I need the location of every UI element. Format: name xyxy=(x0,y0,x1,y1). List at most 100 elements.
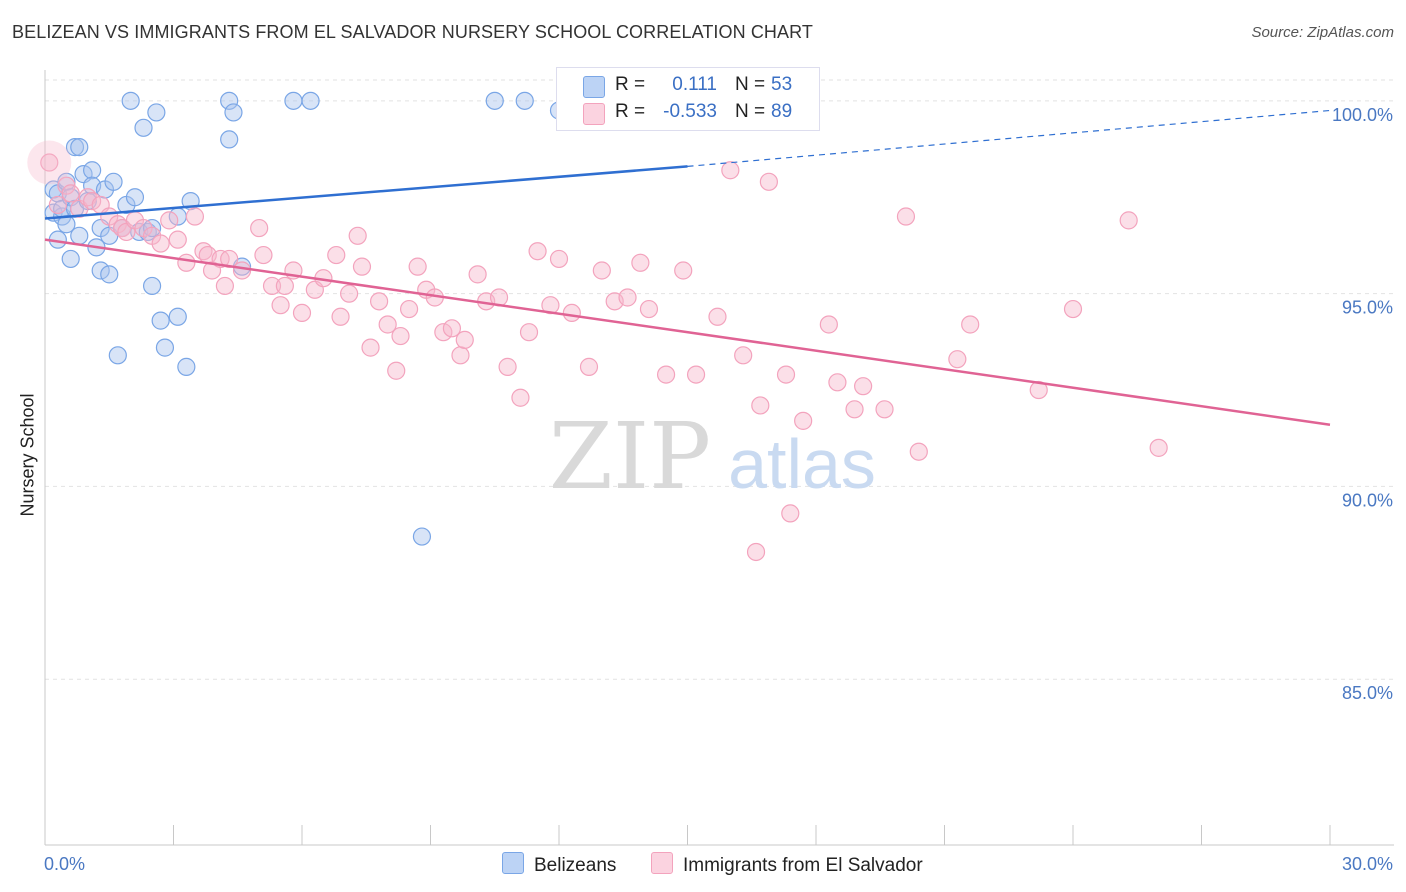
data-point xyxy=(185,207,205,226)
legend-r-value: -0.533 xyxy=(663,101,717,122)
data-point xyxy=(746,542,766,562)
data-point xyxy=(592,261,611,280)
data-point xyxy=(40,153,59,172)
data-point xyxy=(220,130,239,149)
y-tick-label: 85.0% xyxy=(1342,683,1393,703)
data-point xyxy=(1149,438,1168,457)
watermark: ZIP atlas xyxy=(549,403,876,510)
data-point xyxy=(618,288,637,307)
legend-n-value: 89 xyxy=(771,101,793,122)
data-point xyxy=(177,253,196,272)
data-point xyxy=(142,276,162,296)
data-point xyxy=(271,296,290,315)
legend-item-belizeans[interactable]: Belizeans xyxy=(502,852,616,877)
data-point xyxy=(348,226,367,245)
legend-r-label: R = xyxy=(615,101,646,122)
trend-line-belizeans-extension xyxy=(687,109,1331,167)
data-point xyxy=(387,361,406,380)
stats-legend: R = 0.111 N = 53 R = -0.533 N = 89 xyxy=(556,67,820,131)
grid-lines xyxy=(45,79,1394,680)
data-point xyxy=(656,365,676,384)
legend-item-salvador[interactable]: Immigrants from El Salvador xyxy=(651,852,923,877)
data-point xyxy=(948,350,967,369)
x-tick-label: 30.0% xyxy=(1342,854,1393,874)
data-point xyxy=(70,226,89,245)
data-point xyxy=(65,138,85,157)
data-point xyxy=(412,527,432,546)
data-point xyxy=(125,188,145,207)
data-point xyxy=(370,292,389,311)
data-point xyxy=(151,234,170,253)
data-point xyxy=(759,172,778,191)
legend-swatch-pink xyxy=(651,852,673,874)
data-point xyxy=(108,346,127,365)
data-point xyxy=(250,218,269,238)
watermark-atlas: atlas xyxy=(728,425,876,503)
data-point xyxy=(177,357,196,376)
data-point xyxy=(442,319,462,338)
data-point xyxy=(451,346,470,365)
data-point xyxy=(776,365,796,384)
data-point xyxy=(168,307,187,326)
data-point xyxy=(121,91,140,110)
data-point xyxy=(845,400,864,419)
data-point xyxy=(301,91,320,110)
legend-n-label: N = xyxy=(735,74,766,95)
legend-label-belizeans: Belizeans xyxy=(534,855,617,876)
y-tick-label: 95.0% xyxy=(1342,298,1393,318)
data-point xyxy=(674,261,693,280)
data-point xyxy=(708,307,727,326)
data-point xyxy=(284,91,303,110)
data-point xyxy=(549,249,569,269)
data-point xyxy=(168,230,187,249)
legend-n-label: N = xyxy=(735,101,766,122)
data-point xyxy=(1063,299,1083,319)
data-point xyxy=(151,311,170,330)
data-point xyxy=(254,245,273,265)
data-point xyxy=(721,161,740,180)
data-point xyxy=(100,265,119,284)
axes xyxy=(44,70,1394,846)
data-point xyxy=(340,284,359,303)
data-point xyxy=(455,330,474,350)
data-point xyxy=(562,303,581,323)
source-label: Source: ZipAtlas.com xyxy=(1251,24,1394,41)
legend-swatch-blue xyxy=(583,76,605,98)
data-point xyxy=(781,504,800,523)
trend-line-salvador xyxy=(44,238,1331,426)
data-point xyxy=(639,299,659,319)
data-point xyxy=(224,103,243,122)
data-point xyxy=(83,161,102,180)
data-point xyxy=(794,411,813,430)
watermark-zip: ZIP xyxy=(549,403,711,510)
data-point xyxy=(686,365,706,384)
legend-r-value: 0.111 xyxy=(672,74,717,95)
data-point xyxy=(215,276,234,296)
data-point xyxy=(434,323,453,342)
data-point xyxy=(511,388,530,407)
data-point xyxy=(854,377,873,396)
data-point xyxy=(83,191,102,211)
data-point xyxy=(875,400,894,419)
data-point xyxy=(961,315,980,334)
legend-swatch-blue xyxy=(502,852,524,874)
data-point xyxy=(27,140,72,185)
data-point xyxy=(91,261,110,280)
data-point xyxy=(819,315,838,334)
data-point xyxy=(408,257,427,276)
data-point xyxy=(292,303,312,323)
data-point xyxy=(498,357,517,376)
chart-title: BELIZEAN VS IMMIGRANTS FROM EL SALVADOR … xyxy=(12,22,814,42)
data-point xyxy=(734,346,753,365)
legend-swatch-pink xyxy=(583,103,605,125)
data-point xyxy=(275,276,294,296)
trend-line-belizeans xyxy=(44,165,688,220)
data-point xyxy=(61,184,80,203)
data-point xyxy=(1119,211,1138,230)
tick-labels: 85.0% 90.0% 95.0% 100.0% 0.0% 30.0% xyxy=(44,105,1393,874)
data-point xyxy=(48,195,67,215)
data-point xyxy=(751,396,770,415)
data-point xyxy=(352,257,372,276)
trend-lines xyxy=(44,109,1331,426)
